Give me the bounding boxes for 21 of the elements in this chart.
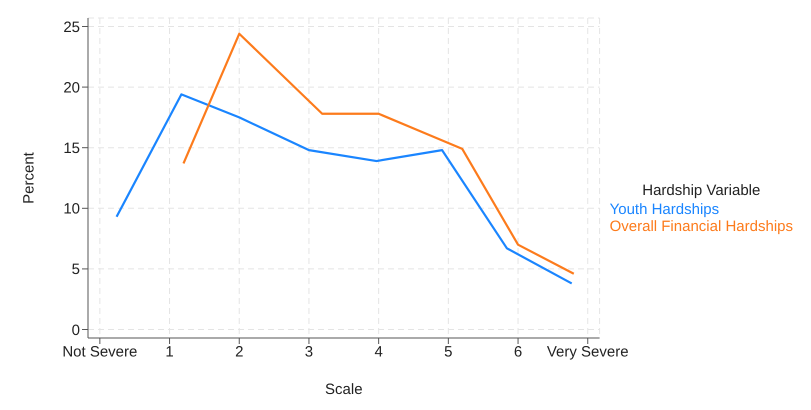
y-tick-label: 10 <box>63 200 80 218</box>
line-series <box>115 93 573 285</box>
x-axis-title: Scale <box>325 381 363 398</box>
y-tick-label: 25 <box>63 18 80 36</box>
y-tick-label: 5 <box>72 261 80 278</box>
y-tick-label: 15 <box>63 140 80 158</box>
y-tick-label: 0 <box>72 322 80 339</box>
x-tick-label: 6 <box>514 344 522 361</box>
x-tick-label: 5 <box>444 344 453 361</box>
line-series <box>182 32 575 275</box>
text: Overall Financial Hardships <box>610 218 793 234</box>
x-tick-label: 4 <box>374 344 383 361</box>
y-axis-title: Percent <box>20 151 38 204</box>
x-tick-label: Not Severe <box>62 344 138 361</box>
text: Youth Hardships <box>610 200 720 218</box>
x-tick-label: 2 <box>235 344 244 361</box>
x-tick-label: Very Severe <box>546 344 629 361</box>
x-tick-label: 1 <box>165 344 174 361</box>
x-tick-label: 3 <box>304 344 314 361</box>
legend-title: Hardship Variable <box>641 182 762 198</box>
y-tick-label: 20 <box>63 79 80 96</box>
